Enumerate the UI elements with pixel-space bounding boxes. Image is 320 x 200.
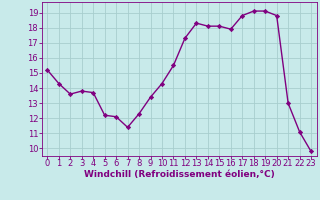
X-axis label: Windchill (Refroidissement éolien,°C): Windchill (Refroidissement éolien,°C)	[84, 170, 275, 179]
